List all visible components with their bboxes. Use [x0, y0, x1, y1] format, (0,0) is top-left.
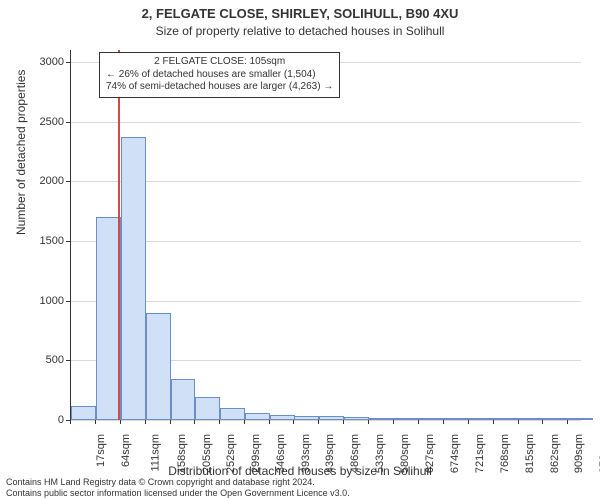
y-tick-label: 500 — [24, 354, 64, 366]
x-tick-mark — [468, 420, 469, 424]
property-marker-line — [118, 50, 120, 420]
histogram-bar — [71, 406, 96, 420]
histogram-bar — [270, 415, 295, 420]
histogram-bar — [469, 418, 494, 420]
histogram-bar — [171, 379, 196, 420]
histogram-bar — [519, 418, 544, 420]
y-tick-label: 0 — [24, 414, 64, 426]
histogram-bar — [394, 418, 419, 420]
x-tick-mark — [145, 420, 146, 424]
annotation-line-3: 74% of semi-detached houses are larger (… — [106, 81, 333, 94]
x-tick-mark — [368, 420, 369, 424]
histogram-bar — [294, 416, 319, 420]
plot-area — [70, 50, 581, 421]
y-tick-label: 1000 — [24, 295, 64, 307]
y-axis-label: Number of detached properties — [14, 70, 28, 235]
histogram-bar — [195, 397, 220, 420]
x-tick-mark — [542, 420, 543, 424]
chart-title: 2, FELGATE CLOSE, SHIRLEY, SOLIHULL, B90… — [0, 6, 600, 21]
x-tick-mark — [293, 420, 294, 424]
footer-line-2: Contains public sector information licen… — [6, 488, 350, 498]
gridline — [71, 420, 581, 421]
annotation-line-2: ← 26% of detached houses are smaller (1,… — [106, 69, 333, 82]
histogram-bar — [494, 418, 519, 420]
y-tick-label: 1500 — [24, 235, 64, 247]
x-tick-mark — [244, 420, 245, 424]
annotation-line-1: 2 FELGATE CLOSE: 105sqm — [106, 56, 333, 69]
x-tick-mark — [70, 420, 71, 424]
histogram-bar — [245, 413, 270, 420]
x-tick-mark — [393, 420, 394, 424]
footer: Contains HM Land Registry data © Crown c… — [6, 477, 350, 498]
y-tick-mark — [66, 62, 70, 63]
x-tick-mark — [194, 420, 195, 424]
x-tick-mark — [95, 420, 96, 424]
y-tick-label: 3000 — [24, 56, 64, 68]
y-tick-mark — [66, 301, 70, 302]
histogram-bar — [344, 417, 369, 420]
x-tick-mark — [269, 420, 270, 424]
histogram-bar — [419, 418, 444, 420]
y-tick-mark — [66, 181, 70, 182]
histogram-bar — [444, 418, 469, 420]
x-axis-label: Distribution of detached houses by size … — [0, 464, 600, 478]
histogram-bar — [220, 408, 245, 420]
x-tick-mark — [567, 420, 568, 424]
histogram-bar — [369, 418, 394, 420]
chart-container: 2, FELGATE CLOSE, SHIRLEY, SOLIHULL, B90… — [0, 0, 600, 500]
x-tick-mark — [343, 420, 344, 424]
x-tick-mark — [518, 420, 519, 424]
histogram-bar — [568, 418, 593, 420]
footer-line-1: Contains HM Land Registry data © Crown c… — [6, 477, 350, 487]
histogram-bar — [319, 416, 344, 420]
chart-subtitle: Size of property relative to detached ho… — [0, 24, 600, 38]
x-tick-mark — [120, 420, 121, 424]
histogram-bar — [146, 313, 171, 420]
x-tick-label: 64sqm — [120, 434, 132, 467]
histogram-bar — [543, 418, 568, 420]
y-tick-label: 2000 — [24, 175, 64, 187]
y-tick-mark — [66, 122, 70, 123]
x-tick-mark — [318, 420, 319, 424]
x-tick-mark — [418, 420, 419, 424]
x-tick-mark — [493, 420, 494, 424]
histogram-bars — [71, 50, 581, 420]
x-tick-mark — [443, 420, 444, 424]
x-tick-mark — [219, 420, 220, 424]
y-tick-mark — [66, 241, 70, 242]
y-tick-mark — [66, 360, 70, 361]
y-tick-label: 2500 — [24, 116, 64, 128]
histogram-bar — [121, 137, 146, 420]
annotation-box: 2 FELGATE CLOSE: 105sqm ← 26% of detache… — [99, 52, 340, 98]
x-tick-mark — [170, 420, 171, 424]
x-tick-label: 17sqm — [95, 434, 107, 467]
